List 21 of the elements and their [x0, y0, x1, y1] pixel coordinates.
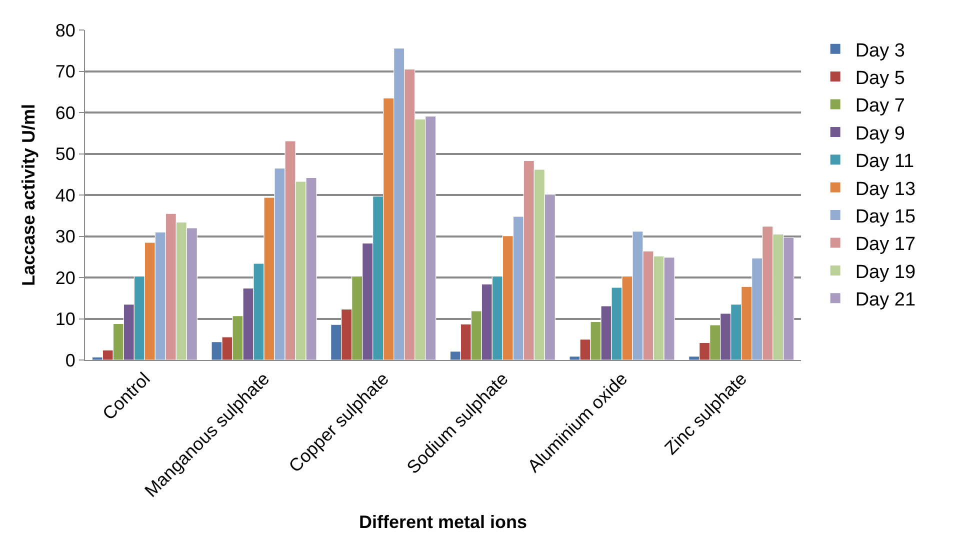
y-axis-title: Laccase activity U/ml [18, 104, 39, 286]
y-tick-label: 40 [55, 185, 76, 206]
y-tick-label: 0 [65, 350, 76, 370]
y-tick-label: 80 [55, 20, 76, 40]
legend-label: Day 3 [855, 40, 905, 62]
legend-label: Day 15 [855, 206, 916, 228]
y-tick-label: 10 [55, 309, 76, 330]
y-tick-label: 70 [55, 62, 76, 82]
legend-label: Day 13 [855, 178, 916, 200]
legend-label: Day 7 [855, 96, 905, 117]
y-tick-label: 50 [55, 144, 76, 164]
legend-label: Day 19 [855, 262, 916, 283]
x-axis-title: Different metal ions [358, 512, 528, 532]
legend-label: Day 11 [855, 151, 914, 172]
y-tick-label: 60 [55, 102, 76, 123]
y-tick-label: 30 [55, 226, 76, 247]
y-tick-label: 20 [55, 268, 76, 288]
legend-label: Day 17 [855, 234, 916, 256]
legend-label: Day 21 [855, 290, 916, 311]
legend-label: Day 9 [855, 123, 905, 144]
legend-label: Day 5 [855, 68, 905, 89]
